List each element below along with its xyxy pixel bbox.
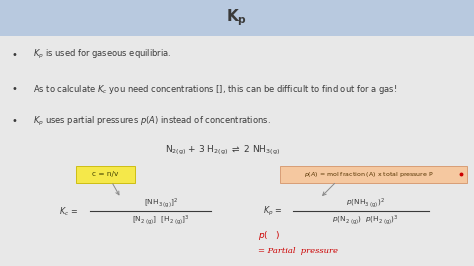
Text: $\mathrm{N_{2(g)}}$ + 3 $\mathrm{H_{2(g)}}$ $\rightleftharpoons$ 2 $\mathrm{NH_{: $\mathrm{N_{2(g)}}$ + 3 $\mathrm{H_{2(g)… (165, 144, 281, 157)
Text: $K_p$ =: $K_p$ = (263, 205, 283, 218)
Text: $[\mathrm{N_{2\ (g)}}]\ \ [\mathrm{H_{2\ (g)}}]^3$: $[\mathrm{N_{2\ (g)}}]\ \ [\mathrm{H_{2\… (132, 213, 190, 227)
Text: $K_p$ uses partial pressures $\mathit{p(A)}$ instead of concentrations.: $K_p$ uses partial pressures $\mathit{p(… (33, 114, 271, 128)
Text: $\mathit{p(A)}$ = mol fraction (A) x total pressure P: $\mathit{p(A)}$ = mol fraction (A) x tot… (304, 170, 433, 179)
Text: $\mathit{p}(\mathrm{N_{2\ (g)}})\ \ \mathit{p}(\mathrm{H_{2\ (g)}})^3$: $\mathit{p}(\mathrm{N_{2\ (g)}})\ \ \mat… (332, 214, 398, 227)
Text: $p($   $)$: $p($ $)$ (258, 229, 281, 242)
Text: As to calculate $K_c$ you need concentrations [], this can be difficult to find : As to calculate $K_c$ you need concentra… (33, 83, 397, 95)
Text: $[\mathrm{NH_{3\ (g)}}]^2$: $[\mathrm{NH_{3\ (g)}}]^2$ (144, 197, 178, 210)
FancyBboxPatch shape (280, 166, 467, 183)
Text: •: • (12, 116, 18, 126)
Text: $K_c$ =: $K_c$ = (59, 205, 78, 218)
Text: •: • (12, 49, 18, 60)
Text: $\mathbf{K_p}$: $\mathbf{K_p}$ (227, 8, 247, 28)
Bar (0, 0, 474, 36)
FancyBboxPatch shape (76, 166, 135, 183)
Text: $K_p$ is used for gaseous equilibria.: $K_p$ is used for gaseous equilibria. (33, 48, 172, 61)
Text: $\mathit{p}(\mathrm{NH_{3\ (g)}})^2$: $\mathit{p}(\mathrm{NH_{3\ (g)}})^2$ (346, 196, 384, 210)
Text: •: • (12, 84, 18, 94)
Text: c = n/v: c = n/v (92, 172, 118, 177)
Text: = Partial  pressure: = Partial pressure (258, 247, 338, 255)
